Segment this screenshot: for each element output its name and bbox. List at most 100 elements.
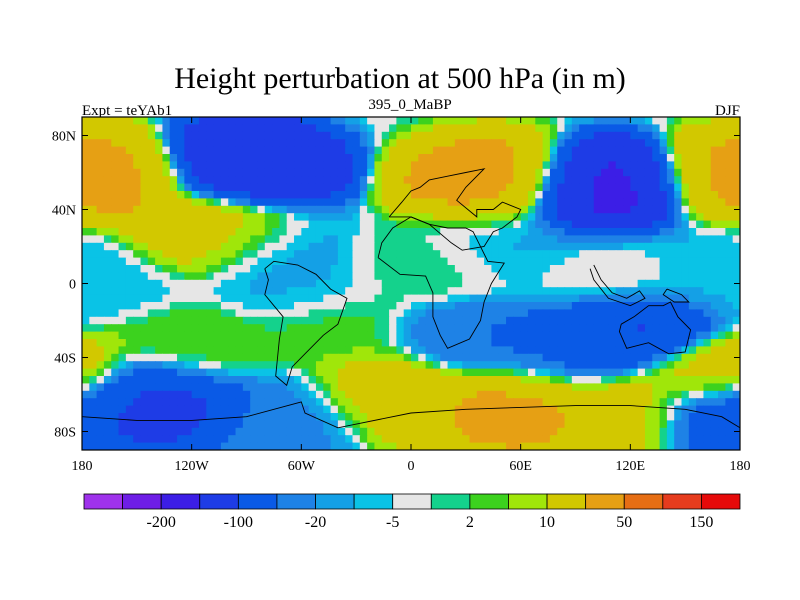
field-cell bbox=[498, 146, 507, 155]
field-cell bbox=[140, 302, 149, 310]
field-cell bbox=[213, 235, 222, 244]
field-cell bbox=[359, 183, 368, 192]
field-cell bbox=[337, 398, 346, 407]
field-cell bbox=[133, 287, 142, 296]
field-cell bbox=[498, 339, 507, 347]
field-cell bbox=[454, 442, 463, 450]
field-cell bbox=[228, 257, 237, 266]
field-cell bbox=[89, 228, 98, 236]
field-cell bbox=[374, 361, 383, 370]
field-cell bbox=[169, 198, 178, 207]
field-cell bbox=[542, 176, 551, 185]
field-cell bbox=[191, 435, 200, 444]
field-cell bbox=[491, 250, 500, 259]
field-cell bbox=[593, 368, 602, 377]
field-cell bbox=[133, 139, 142, 148]
field-cell bbox=[330, 235, 339, 244]
field-cell bbox=[345, 361, 354, 370]
field-cell bbox=[447, 279, 456, 288]
field-cell bbox=[103, 287, 112, 296]
field-cell bbox=[111, 198, 120, 207]
field-cell bbox=[564, 331, 573, 340]
field-cell bbox=[242, 146, 251, 155]
field-cell bbox=[191, 198, 200, 207]
field-cell bbox=[454, 390, 463, 399]
field-cell bbox=[432, 294, 441, 303]
field-cell bbox=[425, 131, 434, 140]
field-cell bbox=[125, 376, 134, 384]
field-cell bbox=[718, 405, 726, 414]
field-cell bbox=[579, 272, 588, 281]
field-cell bbox=[506, 302, 514, 310]
colorbar-swatch bbox=[353, 493, 394, 510]
field-cell bbox=[323, 383, 332, 392]
field-cell bbox=[593, 420, 602, 429]
field-cell bbox=[564, 287, 573, 296]
field-cell bbox=[498, 154, 507, 162]
field-cell bbox=[571, 435, 580, 444]
field-cell bbox=[498, 361, 507, 370]
field-cell bbox=[593, 131, 602, 140]
field-cell bbox=[644, 346, 653, 355]
field-cell bbox=[198, 302, 207, 310]
field-cell bbox=[147, 420, 156, 429]
field-cell bbox=[264, 131, 273, 140]
field-cell bbox=[718, 235, 726, 244]
field-cell bbox=[688, 205, 697, 214]
field-cell bbox=[242, 339, 251, 347]
field-cell bbox=[315, 302, 324, 310]
field-cell bbox=[96, 368, 105, 377]
field-cell bbox=[535, 316, 544, 325]
field-cell bbox=[710, 376, 719, 384]
field-cell bbox=[133, 309, 142, 318]
field-cell bbox=[454, 131, 463, 140]
field-cell bbox=[718, 220, 726, 229]
field-cell bbox=[308, 242, 317, 251]
field-cell bbox=[403, 279, 412, 288]
field-cell bbox=[125, 183, 134, 192]
field-cell bbox=[286, 265, 295, 273]
field-cell bbox=[162, 265, 171, 273]
field-cell bbox=[198, 257, 207, 266]
field-cell bbox=[125, 368, 134, 377]
field-cell bbox=[549, 405, 558, 414]
field-cell bbox=[381, 183, 390, 192]
field-cell bbox=[615, 279, 624, 288]
field-cell bbox=[272, 324, 280, 333]
field-cell bbox=[96, 168, 105, 177]
x-tick-label: 60W bbox=[288, 459, 316, 474]
field-cell bbox=[250, 302, 259, 310]
field-cell bbox=[710, 117, 719, 125]
field-cell bbox=[345, 376, 354, 384]
field-cell bbox=[725, 117, 734, 125]
field-cell bbox=[162, 213, 171, 222]
field-cell bbox=[454, 117, 463, 125]
field-cell bbox=[469, 316, 478, 325]
field-cell bbox=[549, 220, 558, 229]
field-cell bbox=[213, 124, 222, 133]
field-cell bbox=[308, 376, 317, 384]
field-cell bbox=[586, 213, 595, 222]
field-cell bbox=[177, 427, 185, 436]
field-cell bbox=[630, 250, 639, 259]
field-cell bbox=[476, 309, 485, 318]
field-cell bbox=[294, 272, 302, 281]
field-cell bbox=[367, 324, 376, 333]
field-cell bbox=[557, 176, 566, 185]
field-cell bbox=[623, 220, 631, 229]
y-tick-label: 40N bbox=[52, 204, 76, 219]
field-cell bbox=[674, 191, 683, 199]
field-cell bbox=[323, 442, 332, 450]
field-cell bbox=[462, 131, 471, 140]
field-cell bbox=[674, 316, 683, 325]
field-cell bbox=[462, 390, 471, 399]
field-cell bbox=[294, 168, 302, 177]
field-cell bbox=[703, 376, 712, 384]
field-cell bbox=[198, 213, 207, 222]
field-cell bbox=[535, 331, 544, 340]
field-cell bbox=[198, 168, 207, 177]
field-cell bbox=[608, 435, 617, 444]
field-cell bbox=[352, 235, 361, 244]
field-cell bbox=[659, 376, 668, 384]
field-cell bbox=[272, 220, 280, 229]
